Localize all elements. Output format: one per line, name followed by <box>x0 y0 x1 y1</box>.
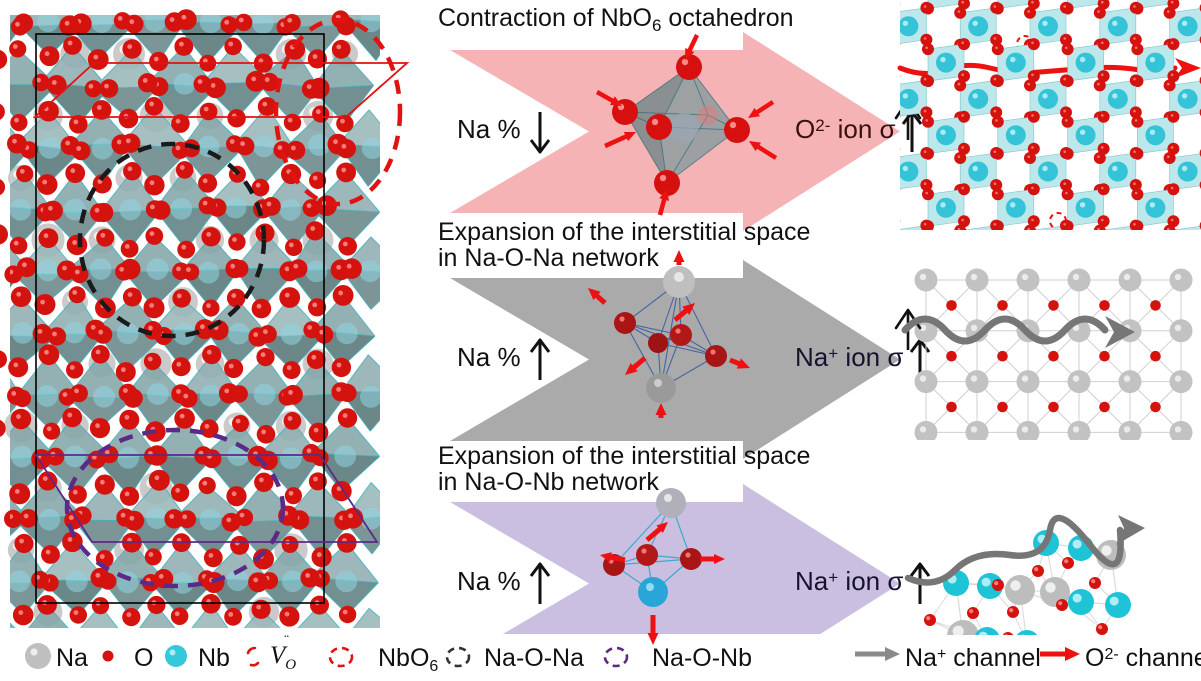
svg-text:Na %: Na % <box>457 342 521 372</box>
svg-text:O2- channel: O2- channel <box>1085 644 1201 672</box>
svg-text:Nb: Nb <box>198 644 230 672</box>
svg-text:O2- ion σ: O2- ion σ <box>795 114 896 144</box>
svg-text:NbO6: NbO6 <box>378 644 438 675</box>
svg-text:Na+ ion σ: Na+ ion σ <box>795 566 903 596</box>
svg-text:Na+ ion σ: Na+ ion σ <box>795 342 903 372</box>
svg-text:Contraction of NbO6 octahedron: Contraction of NbO6 octahedron <box>438 4 794 35</box>
svg-text:Na-O-Na: Na-O-Na <box>484 644 584 672</box>
svg-text:Na %: Na % <box>457 566 521 596</box>
svg-text:in Na-O-Na network: in Na-O-Na network <box>438 244 659 272</box>
svg-text:in Na-O-Nb network: in Na-O-Nb network <box>438 468 659 496</box>
svg-text:Na %: Na % <box>457 114 521 144</box>
svg-text:Na+ channel: Na+ channel <box>905 644 1041 672</box>
svg-text:Expansion of the interstitial: Expansion of the interstitial space <box>438 218 810 246</box>
svg-text:¨: ¨ <box>284 633 289 649</box>
svg-text:O: O <box>134 644 153 672</box>
svg-text:Na: Na <box>56 644 88 672</box>
svg-text:Na-O-Nb: Na-O-Nb <box>652 644 752 672</box>
svg-text:Expansion of the interstitial: Expansion of the interstitial space <box>438 442 810 470</box>
